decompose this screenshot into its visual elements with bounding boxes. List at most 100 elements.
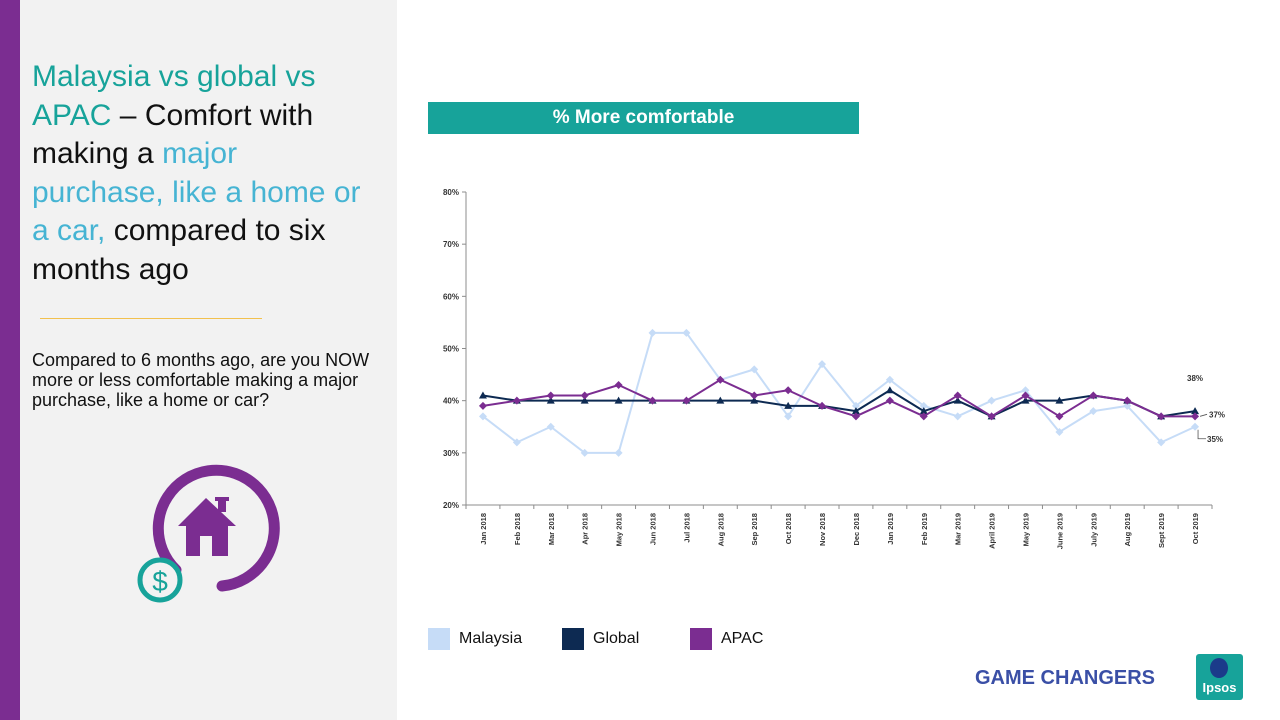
left-panel <box>20 0 397 720</box>
data-point-apac <box>580 391 589 400</box>
data-point-global <box>851 407 860 415</box>
legend-item-malaysia: Malaysia <box>428 628 522 650</box>
data-point-global <box>1191 407 1200 415</box>
legend-swatch-malaysia <box>428 628 450 650</box>
data-point-global <box>784 401 793 409</box>
brand-tagline: GAME CHANGERS <box>975 667 1156 689</box>
legend-item-global: Global <box>562 628 639 650</box>
slide-title: Malaysia vs global vs APAC – Comfort wit… <box>32 58 372 289</box>
legend-label-apac: APAC <box>721 630 764 647</box>
data-point-malaysia <box>512 438 521 447</box>
x-tick-label: Jan 2018 <box>479 513 488 545</box>
data-point-apac <box>512 396 521 405</box>
data-point-apac <box>478 401 487 410</box>
data-point-global <box>919 407 928 415</box>
data-point-global <box>716 396 725 404</box>
title-part-3: major purchase, like a home or a car, <box>32 137 361 247</box>
data-point-apac <box>750 391 759 400</box>
data-point-malaysia <box>750 365 759 374</box>
data-point-malaysia <box>1157 438 1166 447</box>
data-point-apac <box>682 396 691 405</box>
x-tick-label: May 2018 <box>615 513 624 546</box>
data-point-global <box>478 391 487 399</box>
data-point-apac <box>1157 412 1166 421</box>
x-tick-label: Dec 2018 <box>852 513 861 546</box>
data-point-malaysia <box>818 360 827 369</box>
logo-swirl-icon <box>1210 658 1228 678</box>
x-tick-label: Jul 2018 <box>682 513 691 543</box>
data-point-apac <box>1191 412 1200 421</box>
title-part-4: compared to six months ago <box>32 214 326 286</box>
data-point-apac <box>885 396 894 405</box>
data-point-global <box>953 396 962 404</box>
data-point-malaysia <box>919 401 928 410</box>
data-point-malaysia <box>1191 422 1200 431</box>
data-point-malaysia <box>1089 407 1098 416</box>
x-tick-label: Oct 2018 <box>784 513 793 544</box>
series-line-apac <box>482 378 1196 418</box>
x-tick-label: Sep 2018 <box>750 513 759 546</box>
data-point-apac <box>1055 412 1064 421</box>
data-point-apac <box>1021 391 1030 400</box>
end-label-apac: 37% <box>1209 410 1225 419</box>
legend-label-global: Global <box>593 630 640 647</box>
data-point-malaysia <box>953 412 962 421</box>
data-point-apac <box>614 381 623 390</box>
title-part-1: Malaysia vs global vs APAC <box>32 60 316 132</box>
x-tick-label: Aug 2019 <box>1123 513 1132 546</box>
data-point-global <box>614 396 623 404</box>
series-line-global <box>482 389 1196 418</box>
x-tick-label: Feb 2019 <box>920 513 929 545</box>
x-tick-label: Mar 2018 <box>547 513 556 545</box>
data-point-global <box>580 396 589 404</box>
data-point-malaysia <box>614 448 623 457</box>
legend-swatch-apac <box>690 628 712 650</box>
end-label-leader-apac <box>1199 413 1208 417</box>
data-point-apac <box>851 412 860 421</box>
chart-header: % More comfortable <box>428 102 859 134</box>
data-point-apac <box>546 391 555 400</box>
data-point-malaysia <box>546 422 555 431</box>
data-point-apac <box>1089 391 1098 400</box>
data-point-malaysia <box>478 412 487 421</box>
data-point-global <box>1055 396 1064 404</box>
house-dollar-cycle-icon: $ <box>137 464 280 603</box>
data-point-malaysia <box>1123 401 1132 410</box>
data-point-malaysia <box>580 448 589 457</box>
x-tick-label: Sept 2019 <box>1157 513 1166 548</box>
legend-label-malaysia: Malaysia <box>459 630 523 647</box>
y-tick-label: 60% <box>443 292 459 301</box>
data-point-global <box>546 396 555 404</box>
x-tick-label: Oct 2019 <box>1191 513 1200 544</box>
left-accent-bar <box>0 0 20 720</box>
line-chart: 20% 30% 40% 50% 60% 70% 80% Jan 2018 Feb 2018 Mar… <box>443 188 1225 549</box>
y-tick-label: 50% <box>443 345 459 354</box>
end-label-malaysia: 35% <box>1207 435 1223 444</box>
end-label-leader-malaysia <box>1197 429 1207 440</box>
data-point-apac <box>648 396 657 405</box>
data-point-malaysia <box>885 375 894 384</box>
data-point-apac <box>784 386 793 395</box>
end-label-global: 38% <box>1187 374 1203 383</box>
data-point-global <box>885 386 894 394</box>
y-tick-label: 30% <box>443 449 459 458</box>
y-tick-label: 40% <box>443 397 459 406</box>
data-point-malaysia <box>784 412 793 421</box>
x-tick-label: Apr 2018 <box>581 513 590 545</box>
data-point-global <box>750 396 759 404</box>
data-point-apac <box>953 391 962 400</box>
legend-swatch-global <box>562 628 584 650</box>
data-point-malaysia <box>682 328 691 337</box>
survey-question: Compared to 6 months ago, are you NOW mo… <box>32 350 370 410</box>
legend-item-apac: APAC <box>690 628 763 650</box>
y-tick-label: 80% <box>443 188 459 197</box>
svg-text:$: $ <box>152 566 168 597</box>
x-tick-label: Feb 2018 <box>513 513 522 545</box>
y-tick-label: 20% <box>443 501 459 510</box>
x-tick-label: Jun 2018 <box>649 513 658 545</box>
data-point-apac <box>987 412 996 421</box>
data-point-malaysia <box>1055 427 1064 436</box>
data-point-malaysia <box>1021 386 1030 395</box>
data-point-apac <box>818 401 827 410</box>
x-tick-label: Aug 2018 <box>716 513 725 546</box>
